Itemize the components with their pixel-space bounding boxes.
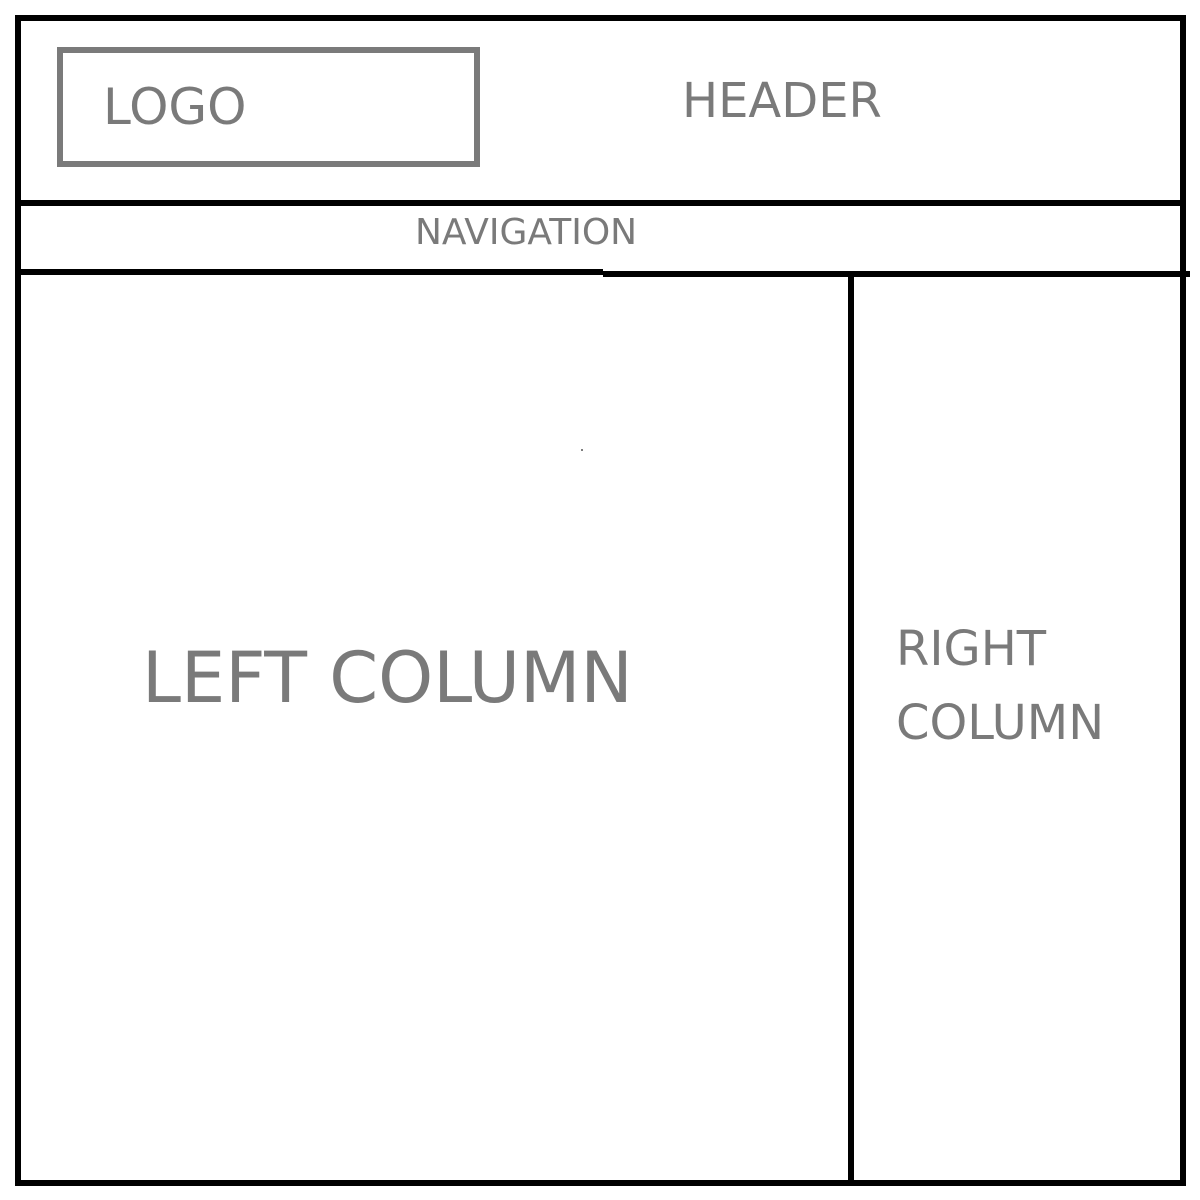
stray-dot <box>581 449 583 451</box>
right-column-label: RIGHT COLUMN <box>896 612 1156 760</box>
logo-label: LOGO <box>103 78 247 136</box>
header-title: HEADER <box>682 73 882 129</box>
logo-placeholder-box <box>57 47 480 167</box>
navigation-label: NAVIGATION <box>415 212 638 253</box>
right-column-label-line1: RIGHT <box>896 621 1047 677</box>
outer-frame <box>15 15 1186 1186</box>
right-column-label-line2: COLUMN <box>896 695 1105 751</box>
left-column-label: LEFT COLUMN <box>142 637 633 719</box>
